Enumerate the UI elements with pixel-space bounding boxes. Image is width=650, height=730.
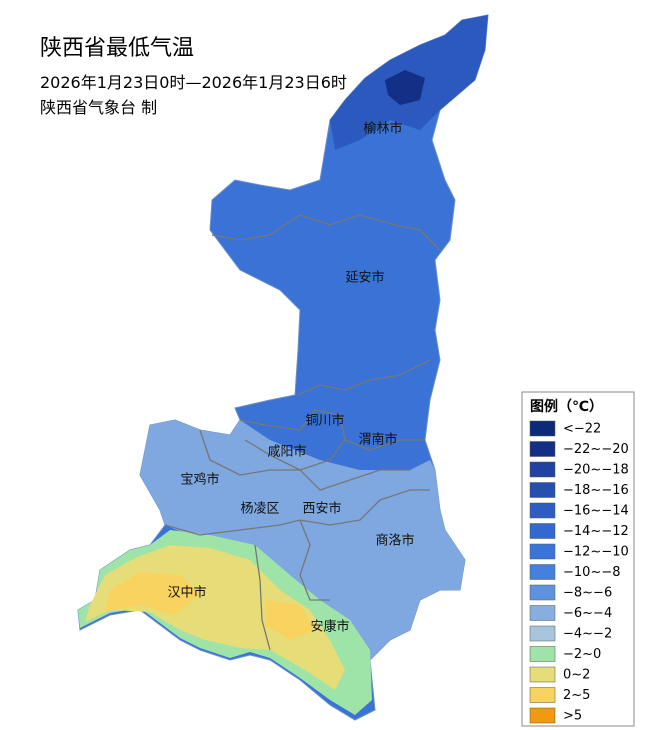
city-label: 安康市 xyxy=(310,619,349,635)
legend-label: <−22 xyxy=(563,422,601,437)
legend-label: >5 xyxy=(563,709,582,724)
city-label: 渭南市 xyxy=(358,432,397,448)
legend-swatch xyxy=(529,482,556,498)
legend-swatch xyxy=(529,605,556,621)
south-warmer-patch xyxy=(105,572,315,640)
boundary-guanzhong xyxy=(199,409,425,491)
legend-label: −16~−14 xyxy=(563,504,629,519)
legend-swatch xyxy=(529,564,556,580)
legend-swatch xyxy=(529,461,556,478)
legend-label: 2~5 xyxy=(563,688,590,703)
city-label: 商洛市 xyxy=(375,533,414,549)
legend-swatch xyxy=(529,625,556,642)
legend-label: −6~−4 xyxy=(563,606,612,621)
guanzhong-mild-zone xyxy=(140,420,465,660)
legend-label: −12~−10 xyxy=(563,545,629,560)
legend-swatch xyxy=(529,584,556,601)
legend-label: −20~−18 xyxy=(563,463,629,478)
legend-swatch xyxy=(529,687,556,703)
city-label: 西安市 xyxy=(302,501,341,517)
map-subtitle: 2026年1月23日0时—2026年1月23日6时 xyxy=(40,73,347,92)
city-label: 铜川市 xyxy=(305,413,344,429)
map-producer: 陕西省气象台 制 xyxy=(40,98,157,117)
legend-swatch xyxy=(529,420,556,437)
legend-label: −4~−2 xyxy=(563,627,612,642)
boundary-south xyxy=(164,489,430,651)
legend-swatch xyxy=(529,646,556,662)
legend-swatch xyxy=(529,707,556,724)
legend-swatch xyxy=(529,441,556,457)
city-label: 咸阳市 xyxy=(267,444,306,460)
city-label: 宝鸡市 xyxy=(180,472,219,488)
legend-label: −10~−8 xyxy=(563,565,621,580)
city-label: 延安市 xyxy=(345,270,384,286)
legend-label: −22~−20 xyxy=(563,442,629,457)
province-map: 榆林市 延安市 铜川市 渭南市 咸阳市 宝鸡市 杨凌区 西安市 商洛市 汉中市 … xyxy=(77,14,489,721)
map-title: 陕西省最低气温 xyxy=(40,36,194,61)
coldest-core xyxy=(385,70,425,105)
legend-swatch xyxy=(529,666,556,683)
boundary-yanan-south xyxy=(297,359,431,396)
legend-label: 0~2 xyxy=(563,668,590,683)
city-label: 汉中市 xyxy=(167,585,206,601)
legend-swatch xyxy=(529,523,556,539)
legend-label: −8~−6 xyxy=(563,586,612,601)
legend: 图例（℃） <−22 −22~−20 −20~−18 −18~−16 −16~−14 −1… xyxy=(521,391,635,727)
legend-title: 图例（℃） xyxy=(530,398,603,415)
boundary-yulin-yanan xyxy=(211,214,441,251)
legend-label: −14~−12 xyxy=(563,524,629,539)
legend-label: −2~0 xyxy=(563,647,601,662)
legend-swatch xyxy=(529,502,556,519)
legend-swatch xyxy=(529,543,556,560)
legend-label: −18~−16 xyxy=(563,483,629,498)
city-label: 杨凌区 xyxy=(240,502,279,517)
city-label: 榆林市 xyxy=(363,121,402,137)
